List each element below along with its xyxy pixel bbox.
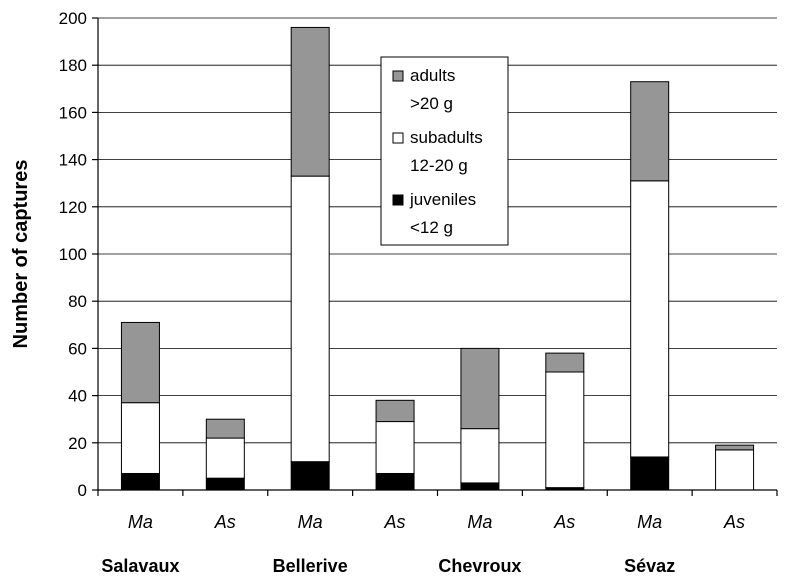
x-category-label-2: Ma <box>298 512 323 532</box>
y-tick-label-120: 120 <box>59 198 87 217</box>
x-category-label-3: As <box>384 512 406 532</box>
bar-subadults-2 <box>290 175 330 463</box>
y-ticks: 0 20 40 60 80 100 120 140 160 180 200 <box>59 9 98 500</box>
x-category-labels: Ma As Ma As Ma As Ma As <box>97 490 778 532</box>
y-axis-label: Number of captures <box>10 160 32 349</box>
x-category-label-0: Ma <box>128 512 153 532</box>
bar-adults-4 <box>460 347 500 430</box>
y-tick-label-20: 20 <box>68 434 87 453</box>
y-tick-label-160: 160 <box>59 103 87 122</box>
legend-label-subadults: subadults <box>410 128 483 147</box>
x-group-label-1: Bellerive <box>273 556 348 576</box>
x-group-label-3: Sévaz <box>624 556 675 576</box>
bar-adults-2 <box>290 26 330 177</box>
y-tick-label-40: 40 <box>68 387 87 406</box>
bars <box>120 26 755 491</box>
bar-subadults-1 <box>205 437 245 479</box>
x-category-label-5: As <box>553 512 575 532</box>
bar-subadults-4 <box>460 428 500 484</box>
legend-sublabel-juveniles: <12 g <box>410 218 453 237</box>
x-group-label-0: Salavaux <box>101 556 179 576</box>
bar-juveniles-6 <box>630 456 670 491</box>
bar-subadults-5 <box>545 371 585 489</box>
bar-subadults-6 <box>630 180 670 458</box>
y-tick-label-100: 100 <box>59 245 87 264</box>
x-category-label-7: As <box>723 512 745 532</box>
legend-label-adults: adults <box>410 66 455 85</box>
bar-subadults-3 <box>375 421 415 474</box>
bar-adults-6 <box>630 81 670 182</box>
legend-box <box>380 56 509 246</box>
legend: adults >20 g subadults 12-20 g juveniles <12 … <box>380 56 509 246</box>
bar-subadults-0 <box>120 402 160 474</box>
y-tick-label-0: 0 <box>78 481 87 500</box>
x-category-label-1: As <box>214 512 236 532</box>
legend-swatch-juveniles <box>392 194 404 206</box>
bar-juveniles-2 <box>290 461 330 491</box>
bar-juveniles-4 <box>460 482 500 491</box>
y-tick-label-80: 80 <box>68 292 87 311</box>
legend-sublabel-adults: >20 g <box>410 94 453 113</box>
y-tick-label-200: 200 <box>59 9 87 28</box>
x-category-label-4: Ma <box>467 512 492 532</box>
x-group-label-2: Chevroux <box>438 556 521 576</box>
bar-juveniles-0 <box>120 472 160 491</box>
bar-adults-0 <box>120 321 160 404</box>
x-category-label-6: Ma <box>637 512 662 532</box>
bar-adults-5 <box>545 352 585 373</box>
legend-swatch-adults <box>392 70 404 82</box>
y-tick-label-60: 60 <box>68 339 87 358</box>
x-group-labels: Salavaux Bellerive Chevroux Sévaz <box>101 556 675 576</box>
y-tick-label-180: 180 <box>59 56 87 75</box>
bar-subadults-7 <box>715 449 755 491</box>
bar-adults-3 <box>375 399 415 423</box>
bar-adults-1 <box>205 418 245 439</box>
legend-label-juveniles: juveniles <box>409 190 476 209</box>
legend-sublabel-subadults: 12-20 g <box>410 156 468 175</box>
legend-swatch-subadults <box>392 132 404 144</box>
bar-juveniles-3 <box>375 472 415 491</box>
y-tick-label-140: 140 <box>59 151 87 170</box>
bar-adults-7 <box>715 444 755 451</box>
bar-juveniles-1 <box>205 477 245 491</box>
